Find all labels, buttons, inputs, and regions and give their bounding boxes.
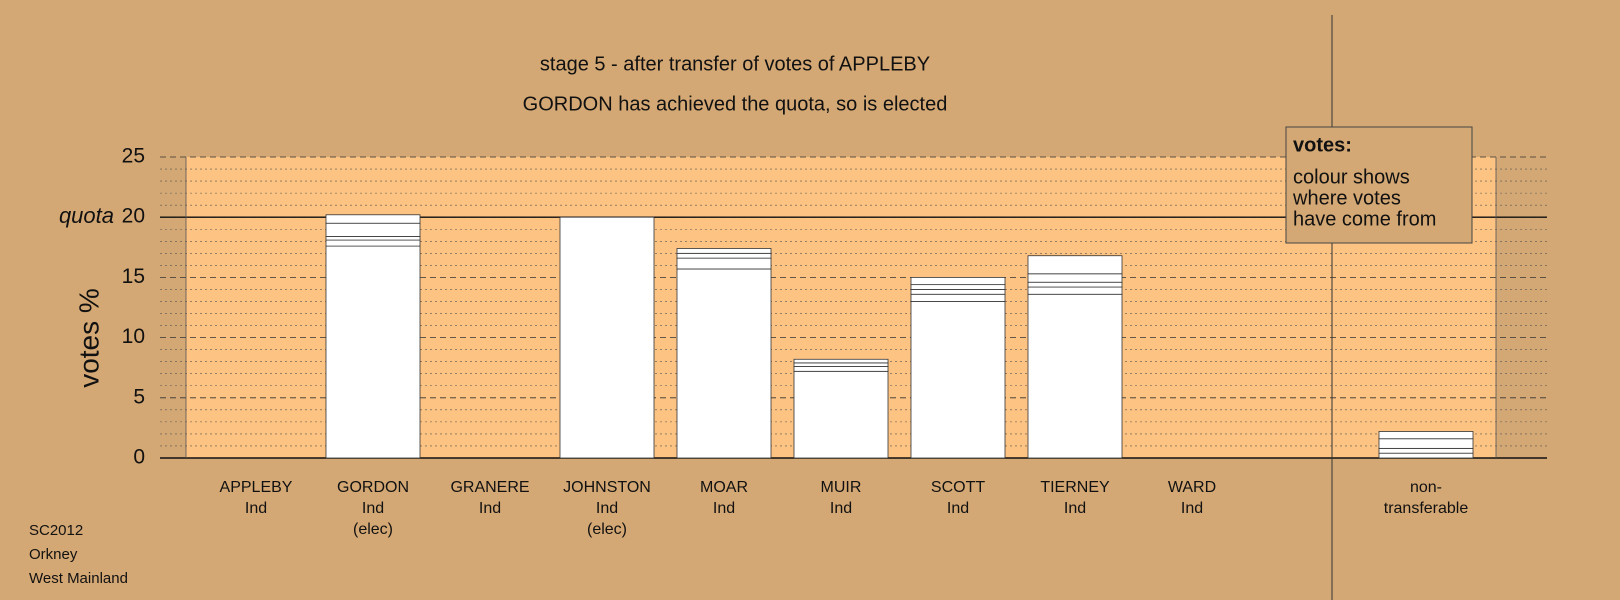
quota-label: quota	[59, 203, 114, 228]
bar-segment	[325, 222, 421, 237]
x-tick-label: Ind	[713, 500, 735, 517]
y-axis-label: votes %	[73, 288, 104, 388]
bar-segment	[325, 214, 421, 224]
bar-segment	[793, 370, 889, 459]
x-tick-label: Ind	[1181, 500, 1203, 517]
footer-text: Orkney	[29, 546, 78, 563]
legend-text: where votes	[1292, 187, 1401, 209]
x-tick-label: Ind	[479, 500, 501, 517]
x-tick-label: non-	[1410, 479, 1442, 496]
bar-segment	[1027, 273, 1123, 283]
bar-segment	[1027, 255, 1123, 275]
bar-segment	[1378, 452, 1474, 459]
x-tick-label: APPLEBY	[220, 479, 293, 496]
bar-segment	[325, 236, 421, 241]
bar-segment	[910, 284, 1006, 290]
x-tick-label: Ind	[830, 500, 852, 517]
bar-segment	[1027, 281, 1123, 288]
bar-segment	[910, 289, 1006, 295]
bar-segment	[559, 216, 655, 459]
chart-subtitle: GORDON has achieved the quota, so is ele…	[523, 93, 948, 115]
bar-segment	[1027, 286, 1123, 295]
x-tick-label: WARD	[1168, 479, 1216, 496]
footer-text: SC2012	[29, 522, 83, 539]
x-tick-label: (elec)	[587, 521, 627, 538]
legend-text: colour shows	[1293, 166, 1410, 188]
bar-segment	[1027, 293, 1123, 459]
bar-segment	[325, 239, 421, 247]
legend-title: votes:	[1293, 134, 1352, 156]
legend-box	[1285, 126, 1473, 244]
bar-segment	[325, 245, 421, 459]
bar-segment	[1378, 431, 1474, 440]
x-tick-label: MUIR	[821, 479, 862, 496]
y-tick-label: 5	[133, 385, 145, 408]
x-tick-label: Ind	[362, 500, 384, 517]
x-tick-label: Ind	[245, 500, 267, 517]
chart-title: stage 5 - after transfer of votes of APP…	[540, 53, 930, 75]
legend-text: have come from	[1293, 208, 1436, 230]
x-tick-label: GORDON	[337, 479, 409, 496]
bar-segment	[676, 252, 772, 259]
bar-segment	[910, 276, 1006, 286]
y-tick-label: 15	[122, 265, 145, 288]
bar-segment	[793, 362, 889, 367]
bar-segment	[1378, 447, 1474, 454]
bar-segment	[1378, 438, 1474, 449]
y-tick-label: 20	[122, 205, 145, 228]
y-tick-label: 0	[133, 446, 145, 469]
y-tick-label: 25	[122, 145, 145, 168]
x-tick-label: TIERNEY	[1040, 479, 1110, 496]
x-tick-label: Ind	[596, 500, 618, 517]
x-tick-label: JOHNSTON	[563, 479, 651, 496]
bar-segment	[676, 248, 772, 254]
x-tick-label: transferable	[1384, 500, 1469, 517]
x-tick-label: GRANERE	[450, 479, 529, 496]
x-tick-label: MOAR	[700, 479, 748, 496]
x-tick-label: SCOTT	[931, 479, 985, 496]
bar-segment	[910, 301, 1006, 459]
y-tick-label: 10	[122, 325, 145, 348]
x-tick-label: Ind	[1064, 500, 1086, 517]
bar-segment	[676, 257, 772, 270]
bar-segment	[793, 358, 889, 364]
footer-text: West Mainland	[29, 570, 128, 587]
bar-segment	[793, 366, 889, 372]
bar-segment	[676, 268, 772, 459]
bar-segment	[910, 293, 1006, 302]
x-tick-label: Ind	[947, 500, 969, 517]
x-tick-label: (elec)	[353, 521, 393, 538]
